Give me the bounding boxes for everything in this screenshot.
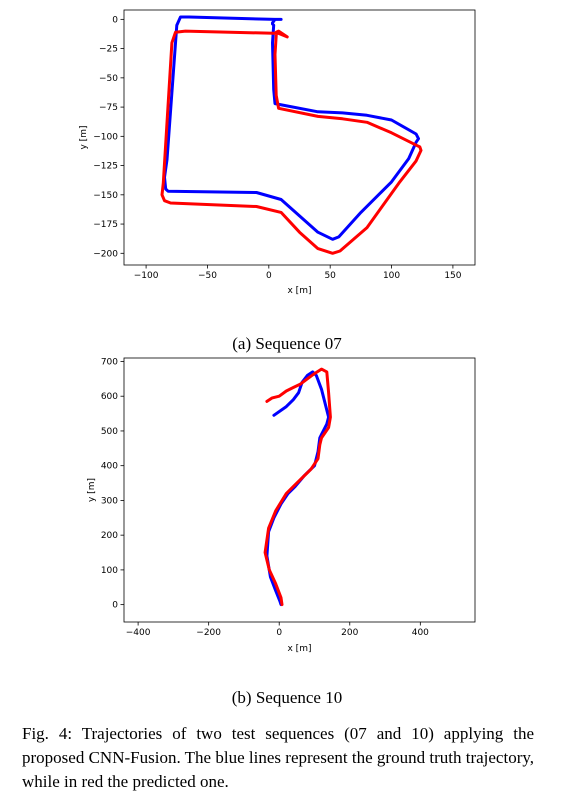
y-tick-label: 600 (101, 392, 118, 402)
x-axis-label: x [m] (288, 644, 312, 654)
caption-sequence-10: (b) Sequence 10 (231, 688, 343, 707)
y-axis-label: y [m] (79, 126, 89, 150)
y-tick-label: 700 (101, 357, 118, 367)
trajectory-line-blue (163, 15, 420, 241)
x-tick-label: 200 (341, 628, 358, 638)
y-tick-label: 300 (101, 496, 118, 506)
y-tick-label: 400 (101, 462, 118, 472)
y-tick-label: 500 (101, 427, 118, 437)
x-tick-label: 50 (324, 271, 336, 281)
x-tick-label: −100 (134, 271, 159, 281)
y-tick-label: −50 (99, 74, 118, 84)
x-tick-label: 0 (276, 628, 282, 638)
y-tick-label: −125 (93, 162, 118, 172)
caption-sequence-07: (a) Sequence 07 (232, 334, 342, 353)
y-tick-label: 100 (101, 566, 118, 576)
trajectory-line-blue (265, 370, 331, 607)
x-tick-label: −50 (198, 271, 217, 281)
y-tick-label: 0 (112, 601, 118, 611)
figure-caption: Fig. 4: Trajectories of two test sequenc… (22, 724, 534, 791)
x-tick-label: −200 (196, 628, 221, 638)
trajectory-line-red (160, 29, 423, 255)
y-tick-label: 200 (101, 531, 118, 541)
chart-sequence-10: −400 −200 0 200 400 0 100 200 300 400 500 600 700 x [… (87, 357, 476, 654)
chart-sequence-07: −100 −50 0 50 100 150 0 −25 −50 −75 −100 −125 −150 −1… (79, 9, 476, 296)
x-tick-label: 100 (383, 271, 400, 281)
y-tick-label: −200 (93, 249, 118, 259)
trajectory-line-red (263, 367, 332, 607)
y-tick-label: −25 (99, 45, 118, 55)
y-tick-label: −100 (93, 132, 118, 142)
y-tick-label: −75 (99, 103, 118, 113)
plot-frame (123, 357, 476, 623)
y-tick-label: 0 (112, 15, 118, 25)
y-axis-label: y [m] (87, 478, 97, 502)
x-tick-label: 0 (266, 271, 272, 281)
x-axis-label: x [m] (288, 286, 312, 296)
x-tick-label: 400 (412, 628, 429, 638)
y-tick-label: −175 (93, 220, 118, 230)
x-tick-label: −400 (126, 628, 151, 638)
y-tick-label: −150 (93, 191, 118, 201)
plot-frame (123, 9, 476, 266)
x-tick-label: 150 (444, 271, 461, 281)
